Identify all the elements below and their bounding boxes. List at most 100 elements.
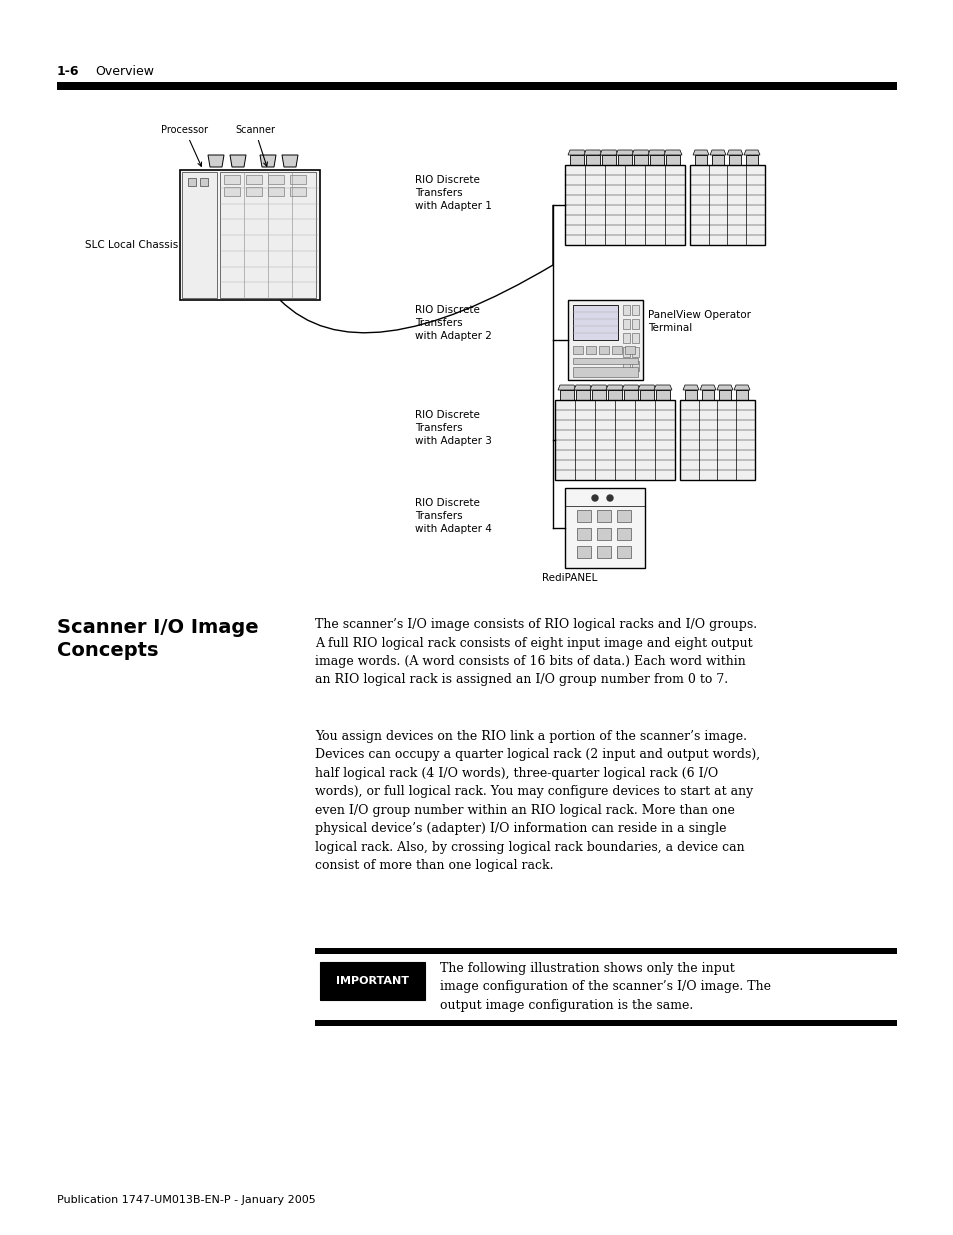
Bar [564, 488, 644, 568]
Polygon shape [717, 385, 732, 390]
Polygon shape [663, 149, 681, 156]
Bar [290, 175, 306, 184]
Bar [622, 333, 629, 343]
Polygon shape [260, 156, 275, 167]
Bar [719, 390, 730, 400]
Bar [631, 361, 639, 370]
Bar [695, 156, 706, 165]
Bar [622, 305, 629, 315]
Bar [585, 156, 599, 165]
Bar [598, 346, 608, 354]
Bar [246, 175, 262, 184]
Polygon shape [589, 385, 607, 390]
Polygon shape [616, 149, 634, 156]
Bar [564, 165, 684, 245]
Text: RIO Discrete
Transfers
with Adapter 3: RIO Discrete Transfers with Adapter 3 [415, 410, 492, 446]
Text: Scanner I/O Image
Concepts: Scanner I/O Image Concepts [57, 618, 258, 661]
Bar [220, 172, 315, 298]
Bar [684, 390, 697, 400]
Polygon shape [692, 149, 708, 156]
Text: IMPORTANT: IMPORTANT [335, 976, 409, 986]
Polygon shape [654, 385, 671, 390]
Bar [314, 948, 896, 953]
Bar [314, 1020, 896, 1026]
Bar [573, 367, 638, 377]
Text: Overview: Overview [95, 65, 153, 78]
Bar [622, 347, 629, 357]
Bar [224, 186, 240, 196]
Bar [711, 156, 723, 165]
Polygon shape [743, 149, 760, 156]
Polygon shape [230, 156, 246, 167]
Text: You assign devices on the RIO link a portion of the scanner’s image.
Devices can: You assign devices on the RIO link a por… [314, 730, 760, 872]
Bar [577, 510, 590, 522]
Bar [665, 156, 679, 165]
Bar [585, 346, 596, 354]
Circle shape [606, 495, 613, 501]
Bar [567, 300, 642, 380]
Bar [601, 156, 616, 165]
Text: 1-6: 1-6 [57, 65, 79, 78]
Polygon shape [558, 385, 576, 390]
Bar [577, 546, 590, 558]
Polygon shape [709, 149, 725, 156]
Polygon shape [208, 156, 224, 167]
Bar [597, 510, 610, 522]
Bar [607, 390, 621, 400]
Bar [649, 156, 663, 165]
Polygon shape [638, 385, 656, 390]
Bar [569, 156, 583, 165]
Bar [617, 529, 630, 540]
Bar [576, 390, 589, 400]
Bar [188, 178, 195, 186]
Bar [623, 390, 638, 400]
Bar [728, 156, 740, 165]
Polygon shape [631, 149, 649, 156]
Bar [559, 390, 574, 400]
Bar [246, 186, 262, 196]
Text: RIO Discrete
Transfers
with Adapter 4: RIO Discrete Transfers with Adapter 4 [415, 498, 492, 535]
Bar [679, 400, 754, 480]
Bar [592, 390, 605, 400]
Bar [290, 186, 306, 196]
Polygon shape [605, 385, 623, 390]
Text: Scanner: Scanner [234, 125, 274, 167]
Bar [180, 170, 319, 300]
Bar [224, 175, 240, 184]
Bar [622, 361, 629, 370]
Text: The following illustration shows only the input
image configuration of the scann: The following illustration shows only th… [439, 962, 770, 1011]
Bar [745, 156, 758, 165]
Bar [597, 546, 610, 558]
Text: SLC Local Chassis: SLC Local Chassis [85, 240, 178, 249]
Bar [573, 346, 582, 354]
Bar [617, 510, 630, 522]
Bar [268, 175, 284, 184]
Bar [555, 400, 675, 480]
Polygon shape [682, 385, 699, 390]
Bar [182, 172, 216, 298]
Bar [57, 82, 896, 90]
Circle shape [592, 495, 598, 501]
Text: RediPANEL: RediPANEL [541, 573, 598, 583]
Bar [577, 529, 590, 540]
Bar [612, 346, 621, 354]
Bar [639, 390, 654, 400]
Bar [631, 319, 639, 329]
Bar [597, 529, 610, 540]
Bar [319, 962, 424, 1000]
Polygon shape [726, 149, 742, 156]
Bar [268, 186, 284, 196]
Text: RIO Discrete
Transfers
with Adapter 1: RIO Discrete Transfers with Adapter 1 [415, 175, 492, 211]
Polygon shape [282, 156, 297, 167]
Text: RIO Discrete
Transfers
with Adapter 2: RIO Discrete Transfers with Adapter 2 [415, 305, 492, 341]
Bar [656, 390, 669, 400]
Bar [618, 156, 631, 165]
Bar [689, 165, 764, 245]
Polygon shape [583, 149, 601, 156]
Bar [573, 305, 618, 340]
Bar [631, 347, 639, 357]
Bar [634, 156, 647, 165]
Text: Processor: Processor [161, 125, 209, 167]
Polygon shape [567, 149, 585, 156]
Bar [617, 546, 630, 558]
